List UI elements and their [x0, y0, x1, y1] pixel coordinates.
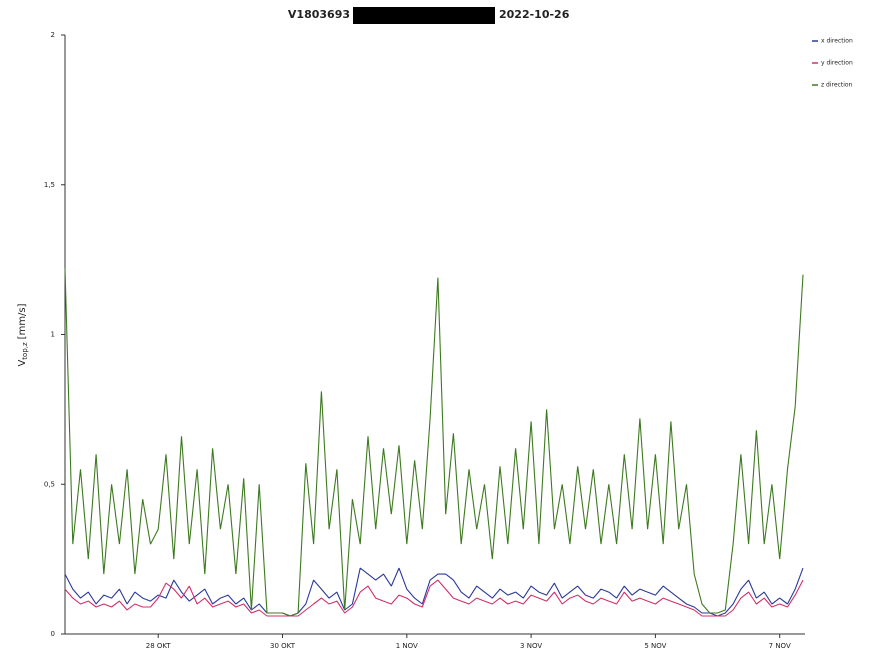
legend-label: z direction: [821, 82, 853, 89]
x-tick-label: 28 OKT: [146, 642, 172, 650]
y-tick-label: 0,5: [44, 480, 55, 488]
legend-label: y direction: [821, 60, 853, 67]
series-line: [64, 268, 804, 617]
y-tick-label: 1,5: [44, 181, 55, 189]
y-tick-label: 2: [51, 31, 55, 39]
y-tick-label: 1: [51, 331, 55, 339]
y-label-main: V: [17, 360, 28, 367]
x-tick-label: 1 NOV: [396, 642, 418, 650]
legend-label: x direction: [821, 38, 853, 45]
x-tick-label: 5 NOV: [644, 642, 666, 650]
y-tick-label: 0: [51, 630, 55, 638]
x-tick-label: 7 NOV: [769, 642, 791, 650]
x-tick-label: 3 NOV: [520, 642, 542, 650]
y-label-unit: [mm/s]: [17, 303, 28, 339]
series-line: [64, 567, 804, 617]
x-tick-label: 30 OKT: [270, 642, 296, 650]
y-label-sub: top,z: [21, 342, 29, 360]
y-axis-label: Vtop,z [mm/s]: [17, 303, 29, 366]
redaction-box: [353, 7, 495, 24]
chart-title: V1803693: [288, 8, 350, 21]
series-line: [64, 579, 804, 617]
chart-title-date: 2022-10-26: [499, 8, 570, 21]
